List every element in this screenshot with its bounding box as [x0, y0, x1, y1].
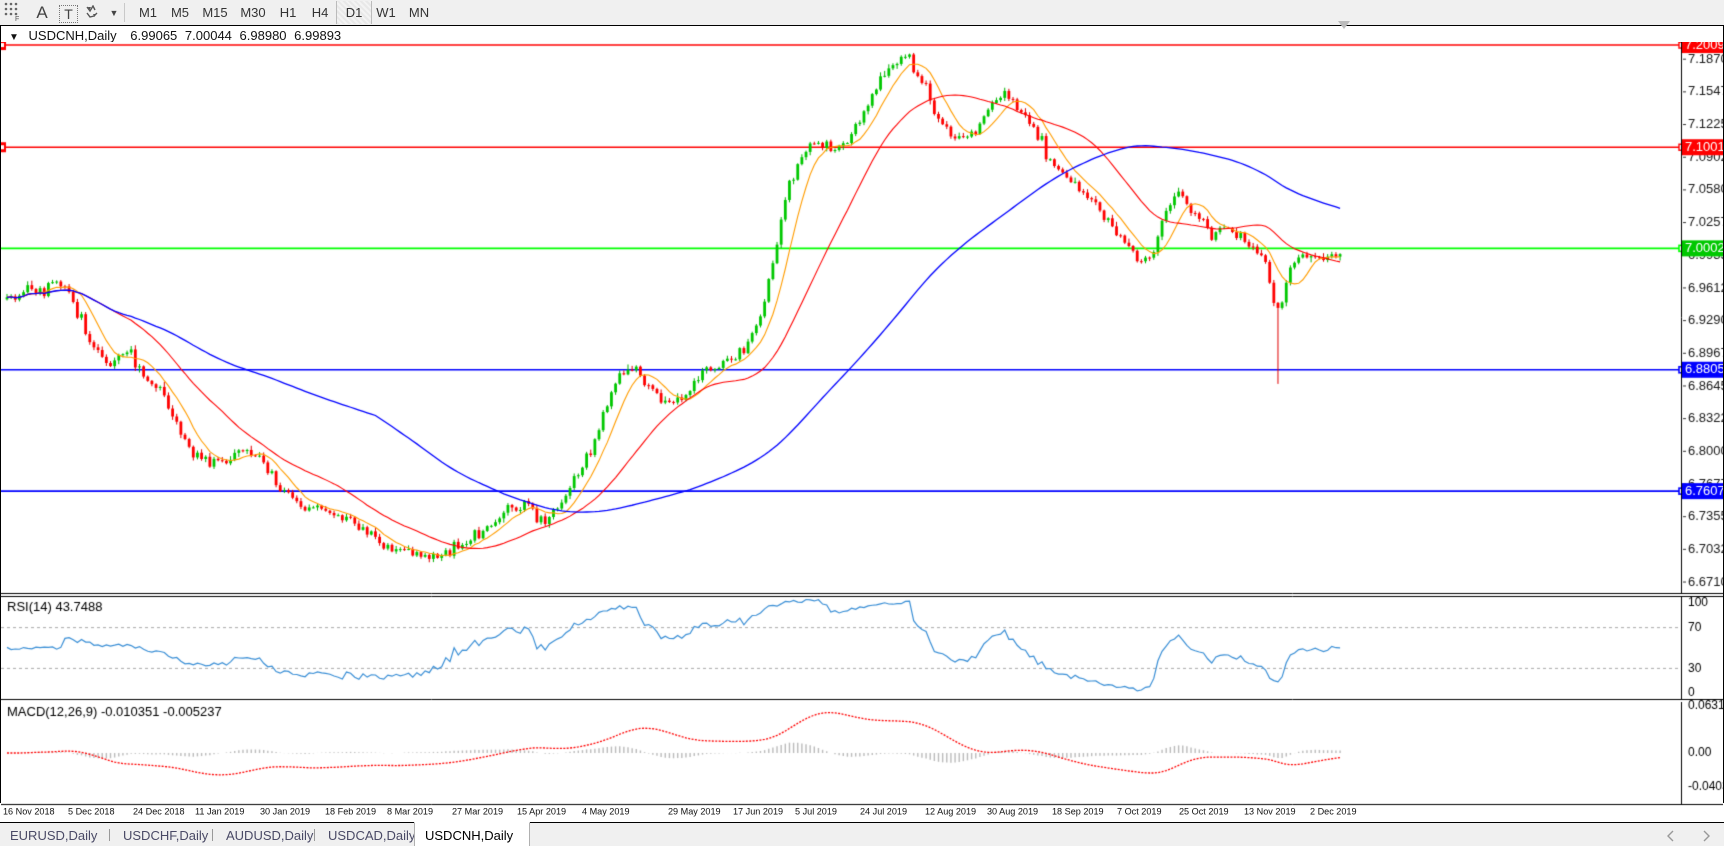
svg-text:F: F [15, 16, 19, 22]
